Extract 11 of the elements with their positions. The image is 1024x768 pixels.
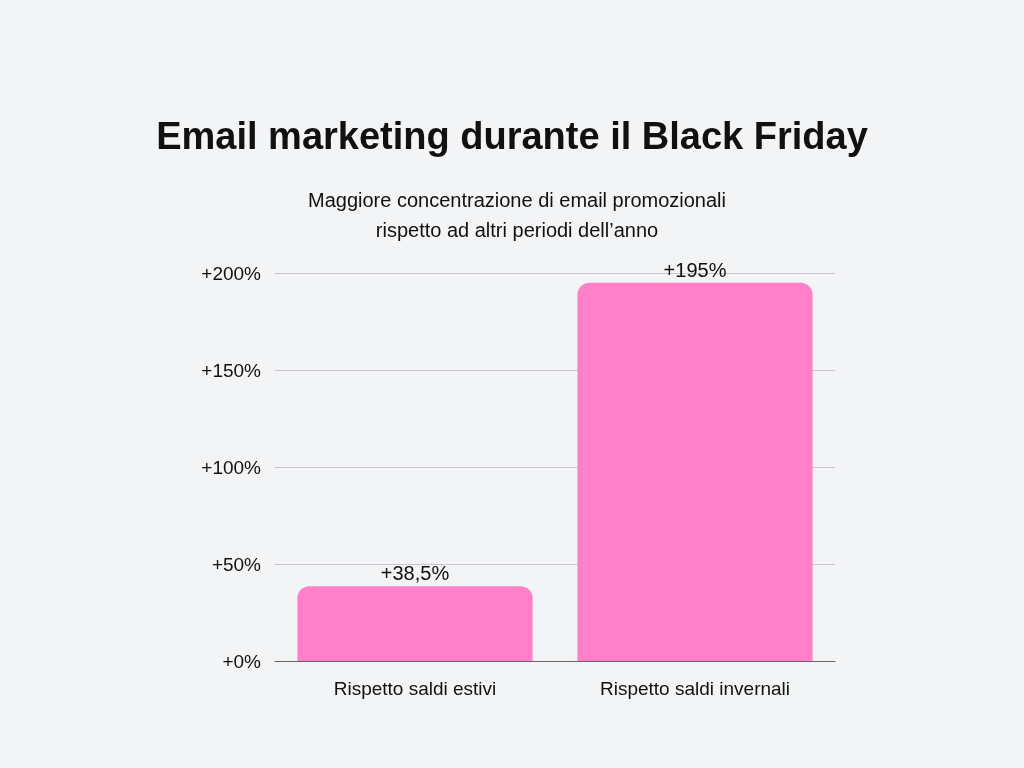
x-tick-label: Rispetto saldi invernali (599, 678, 791, 699)
y-tick-label: +50% (211, 553, 262, 575)
data-label: +195% (663, 258, 727, 281)
chart-title: Email marketing durante il Black Friday (156, 115, 868, 157)
data-label: +38,5% (380, 562, 450, 585)
chart-subtitle: Maggiore concentrazione di email promozionali rispetto ad altri periodi dell’anno (308, 189, 726, 241)
y-tick-label: +100% (201, 456, 262, 478)
x-tick-label: Rispetto saldi estivi (333, 678, 497, 699)
y-tick-label: +150% (201, 359, 262, 381)
y-tick-label: +200% (201, 262, 262, 284)
y-tick-label: +0% (222, 650, 262, 672)
